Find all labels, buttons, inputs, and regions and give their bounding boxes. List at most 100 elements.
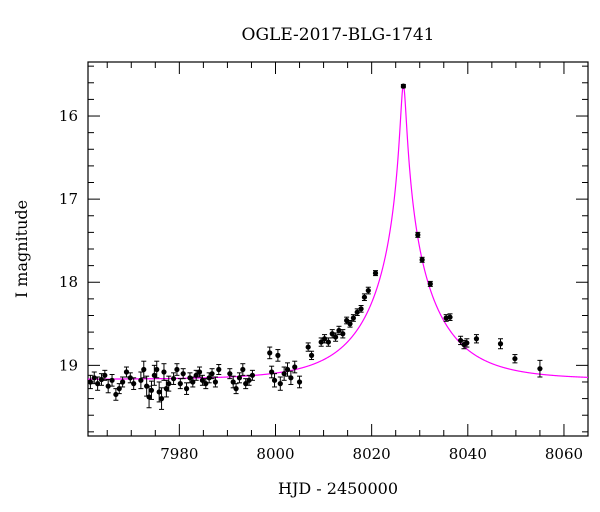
point-marker (113, 391, 119, 398)
x-tick-label: 7980 (160, 445, 198, 463)
data-point (332, 332, 339, 342)
data-point (443, 314, 449, 322)
point-marker (497, 341, 504, 347)
point-marker (512, 356, 518, 362)
data-point (196, 366, 203, 378)
point-marker (358, 306, 364, 312)
data-point (358, 305, 364, 313)
point-marker (156, 389, 162, 395)
chart-title: OGLE-2017-BLG-1741 (242, 25, 435, 45)
data-point (170, 372, 177, 385)
data-point (340, 329, 346, 339)
point-marker (183, 386, 190, 392)
data-point (227, 368, 233, 380)
data-point (267, 346, 273, 360)
point-marker (400, 83, 406, 89)
data-point (400, 83, 406, 89)
data-point (281, 366, 287, 381)
point-marker (196, 369, 203, 375)
point-marker (275, 352, 281, 358)
point-marker (87, 379, 94, 385)
point-marker (249, 372, 256, 378)
data-point (292, 360, 298, 374)
data-point (154, 360, 160, 379)
data-point (464, 338, 470, 348)
point-marker (361, 294, 368, 300)
point-marker (180, 371, 186, 377)
point-marker (344, 317, 350, 324)
point-marker (308, 352, 315, 358)
data-point (236, 372, 243, 384)
data-point (177, 378, 183, 390)
data-point (123, 366, 130, 378)
point-marker (457, 337, 464, 344)
point-marker (102, 372, 108, 378)
data-point (288, 370, 294, 385)
point-marker (305, 344, 311, 350)
x-tick-label: 8060 (545, 445, 583, 463)
y-axis-label: I magnitude (12, 200, 31, 298)
point-marker (464, 340, 470, 346)
point-marker (227, 371, 233, 377)
data-point (216, 364, 222, 375)
data-point (415, 231, 421, 238)
point-marker (177, 381, 183, 387)
point-marker (151, 372, 157, 378)
y-tick-label: 17 (59, 190, 78, 208)
point-marker (216, 366, 222, 373)
data-point (183, 382, 190, 395)
data-point (212, 376, 219, 388)
x-tick-label: 8020 (353, 445, 391, 463)
point-marker (415, 232, 421, 238)
point-marker (174, 366, 180, 373)
data-point (497, 338, 504, 350)
point-marker (98, 376, 105, 383)
data-point (116, 383, 122, 395)
point-marker (281, 371, 287, 377)
data-point (275, 349, 281, 362)
point-marker (350, 315, 356, 321)
data-point (308, 350, 315, 361)
y-tick-label: 16 (59, 107, 78, 125)
point-marker (141, 366, 147, 373)
data-point (187, 372, 193, 384)
data-point (148, 380, 155, 400)
point-marker (146, 394, 152, 400)
point-marker (170, 376, 177, 382)
data-point (230, 375, 236, 389)
data-point (347, 319, 353, 328)
data-points-layer (87, 83, 543, 410)
point-marker (209, 371, 215, 377)
point-marker (163, 386, 169, 392)
point-marker (161, 369, 167, 375)
data-point (138, 371, 144, 390)
point-marker (138, 377, 144, 383)
y-tick-label: 18 (59, 273, 78, 291)
data-point (427, 280, 433, 287)
point-marker (354, 309, 360, 315)
point-marker (158, 396, 165, 402)
data-point (271, 373, 278, 388)
data-point (209, 368, 215, 380)
data-point (305, 342, 311, 352)
point-marker (91, 375, 97, 381)
point-marker (166, 381, 172, 387)
point-marker (277, 381, 283, 387)
point-marker (325, 339, 331, 345)
point-marker (427, 281, 433, 287)
point-marker (105, 383, 111, 389)
point-marker (233, 386, 239, 392)
point-marker (154, 366, 160, 373)
point-marker (336, 327, 342, 334)
data-point (269, 365, 275, 379)
data-point (161, 363, 167, 381)
data-point (105, 378, 111, 394)
point-marker (246, 377, 252, 383)
data-point (537, 359, 543, 378)
data-point (174, 363, 180, 376)
point-marker (347, 321, 353, 327)
point-marker (473, 336, 480, 342)
data-point (158, 387, 165, 410)
point-marker (321, 336, 328, 342)
